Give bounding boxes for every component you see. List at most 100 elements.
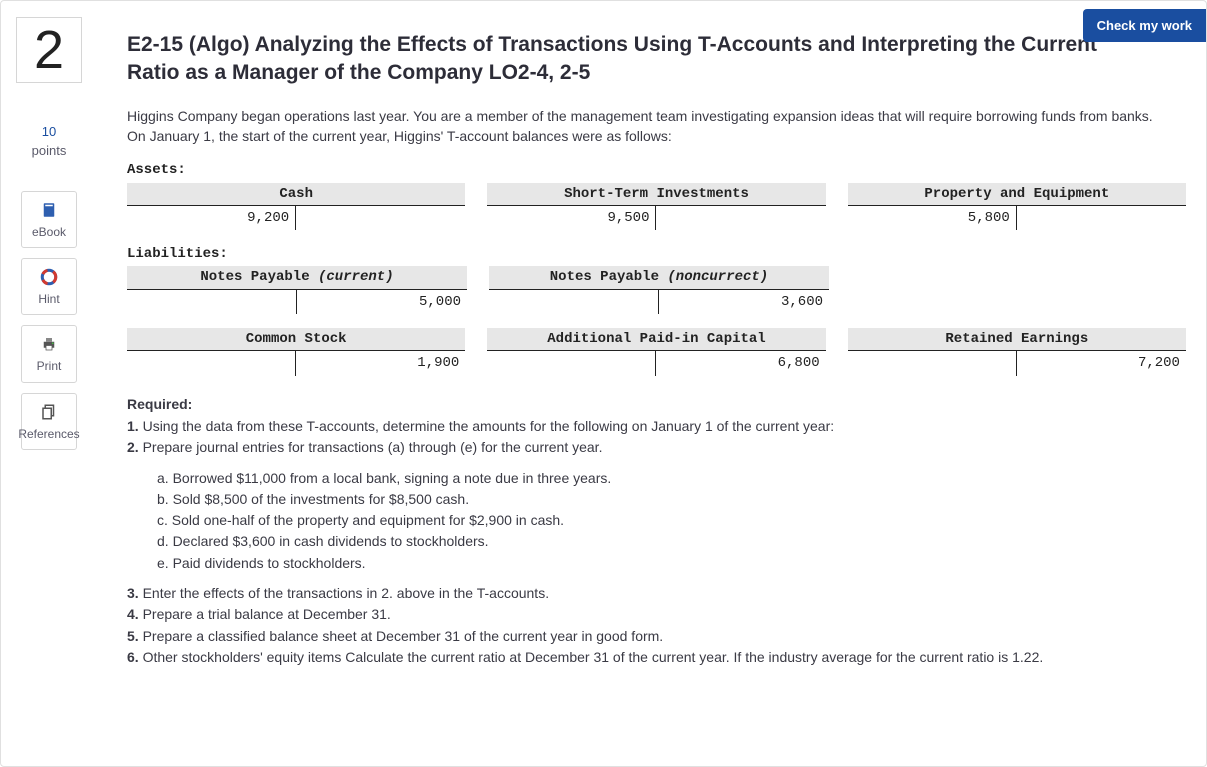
t-account-debit: [848, 351, 1017, 375]
requirement-text: Prepare a trial balance at December 31.: [143, 606, 391, 622]
t-account-credit: 6,800: [656, 351, 825, 375]
sub-requirements-list: a. Borrowed $11,000 from a local bank, s…: [157, 468, 1186, 573]
equity-row: Common Stock 1,900 Additional Paid-in Capi…: [127, 328, 1186, 376]
intro-paragraph: Higgins Company began operations last ye…: [127, 106, 1157, 147]
requirement-number: 4.: [127, 606, 143, 622]
t-account: Cash 9,200: [127, 183, 465, 231]
t-account-header: Retained Earnings: [848, 328, 1186, 351]
required-heading: Required:: [127, 394, 1186, 414]
requirement-text: Enter the effects of the transactions in…: [143, 585, 550, 601]
t-account-debit: [489, 290, 659, 314]
printer-icon: [39, 334, 59, 354]
requirement-item: 5. Prepare a classified balance sheet at…: [127, 626, 1186, 646]
t-account-header: Common Stock: [127, 328, 465, 351]
t-account-credit: 7,200: [1017, 351, 1186, 375]
requirement-item: 6. Other stockholders' equity items Calc…: [127, 647, 1186, 667]
t-account-debit: [127, 290, 297, 314]
references-label: References: [18, 426, 79, 443]
question-title: E2-15 (Algo) Analyzing the Effects of Tr…: [127, 31, 1147, 88]
t-account-title: Notes Payable: [550, 269, 668, 285]
t-account-title-qualifier: (current): [318, 269, 394, 285]
t-account-credit: 3,600: [659, 290, 829, 314]
hint-label: Hint: [38, 291, 59, 308]
sub-requirement-item: a. Borrowed $11,000 from a local bank, s…: [157, 468, 1186, 488]
requirement-text: Prepare journal entries for transactions…: [143, 439, 603, 455]
t-account-credit: [1017, 206, 1186, 230]
t-account-title: Additional Paid-in Capital: [547, 331, 765, 347]
t-account-header: Additional Paid-in Capital: [487, 328, 825, 351]
points-value: 10: [32, 123, 67, 142]
t-account-debit: 5,800: [848, 206, 1017, 230]
requirement-text: Other stockholders' equity items Calcula…: [143, 649, 1044, 665]
assets-row: Cash 9,200 Short-Term Investments 9,500 Prop…: [127, 183, 1186, 231]
t-account-credit: [656, 206, 825, 230]
t-account-body: 7,200: [848, 351, 1186, 375]
t-account-debit: 9,200: [127, 206, 296, 230]
content-area: E2-15 (Algo) Analyzing the Effects of Tr…: [97, 1, 1206, 766]
requirements-list-2: 3. Enter the effects of the transactions…: [127, 583, 1186, 667]
points-block: 10 points: [32, 123, 67, 161]
t-account-body: 3,600: [489, 290, 829, 314]
sub-requirement-item: b. Sold $8,500 of the investments for $8…: [157, 489, 1186, 509]
sub-requirement-item: c. Sold one-half of the property and equ…: [157, 510, 1186, 530]
t-account-title: Cash: [279, 186, 313, 202]
t-account-debit: [127, 351, 296, 375]
t-account: Notes Payable (current)5,000: [127, 266, 467, 314]
ebook-label: eBook: [32, 224, 66, 241]
requirement-number: 6.: [127, 649, 143, 665]
t-account-title: Notes Payable: [200, 269, 318, 285]
hint-button[interactable]: Hint: [21, 258, 77, 315]
requirement-text: Using the data from these T-accounts, de…: [143, 418, 835, 434]
t-account-title: Retained Earnings: [945, 331, 1088, 347]
t-account-header: Property and Equipment: [848, 183, 1186, 206]
requirement-number: 1.: [127, 418, 143, 434]
page-root: Check my work 2 10 points eBook Hint: [0, 0, 1207, 767]
t-account: Property and Equipment 5,800: [848, 183, 1186, 231]
t-account-debit: 9,500: [487, 206, 656, 230]
print-button[interactable]: Print: [21, 325, 77, 382]
assets-label: Assets:: [127, 160, 1186, 180]
t-accounts-block: Assets: Cash 9,200 Short-Term Investments 9…: [127, 160, 1186, 375]
t-account-title-qualifier: (noncurrect): [667, 269, 768, 285]
ebook-button[interactable]: eBook: [21, 191, 77, 248]
lifesaver-icon: [39, 267, 59, 287]
sidebar: 2 10 points eBook Hint: [1, 1, 97, 766]
requirement-number: 2.: [127, 439, 143, 455]
t-account-title: Common Stock: [246, 331, 347, 347]
print-label: Print: [37, 358, 62, 375]
requirement-item: 1. Using the data from these T-accounts,…: [127, 416, 1186, 436]
layout: 2 10 points eBook Hint: [1, 1, 1206, 766]
t-account: Additional Paid-in Capital 6,800: [487, 328, 825, 376]
t-account: Common Stock 1,900: [127, 328, 465, 376]
requirement-item: 4. Prepare a trial balance at December 3…: [127, 604, 1186, 624]
sub-requirement-item: d. Declared $3,600 in cash dividends to …: [157, 531, 1186, 551]
t-account-body: 6,800: [487, 351, 825, 375]
requirement-number: 5.: [127, 628, 143, 644]
t-account-body: 9,500: [487, 206, 825, 230]
t-account: Short-Term Investments 9,500: [487, 183, 825, 231]
t-account-credit: [296, 206, 465, 230]
requirement-item: 2. Prepare journal entries for transacti…: [127, 437, 1186, 457]
t-account-header: Cash: [127, 183, 465, 206]
references-button[interactable]: References: [21, 393, 77, 450]
liabilities-row: Notes Payable (current)5,000Notes Payabl…: [127, 266, 1186, 314]
t-account-body: 1,900: [127, 351, 465, 375]
t-account-header: Short-Term Investments: [487, 183, 825, 206]
requirement-number: 3.: [127, 585, 143, 601]
t-account-header: Notes Payable (noncurrect): [489, 266, 829, 289]
t-account-debit: [487, 351, 656, 375]
requirements-list-1: 1. Using the data from these T-accounts,…: [127, 416, 1186, 458]
book-icon: [39, 200, 59, 220]
check-my-work-button[interactable]: Check my work: [1083, 9, 1206, 42]
t-account-body: 5,800: [848, 206, 1186, 230]
t-account-credit: 1,900: [296, 351, 465, 375]
liabilities-label: Liabilities:: [127, 244, 1186, 264]
copy-icon: [39, 402, 59, 422]
t-account-title: Property and Equipment: [924, 186, 1109, 202]
t-account-header: Notes Payable (current): [127, 266, 467, 289]
t-account-title: Short-Term Investments: [564, 186, 749, 202]
t-account-body: 5,000: [127, 290, 467, 314]
t-account: Notes Payable (noncurrect)3,600: [489, 266, 829, 314]
points-label: points: [32, 142, 67, 161]
t-account-credit: 5,000: [297, 290, 467, 314]
